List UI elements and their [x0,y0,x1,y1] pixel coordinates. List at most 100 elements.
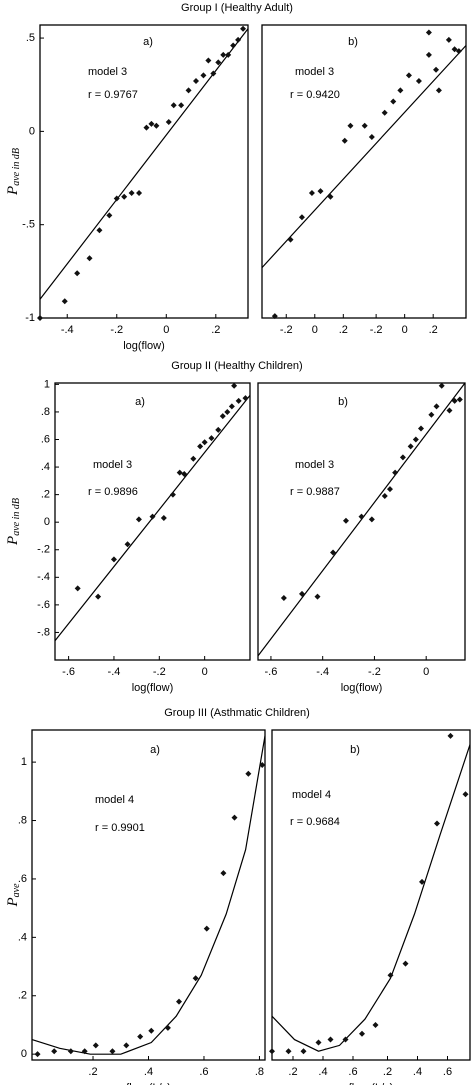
x-tick-label: .2 [429,324,438,336]
data-point [95,593,102,600]
data-point [361,122,368,129]
data-point [74,585,81,592]
x-tick-label: .4 [318,1066,327,1078]
panel-label: b) [350,744,360,756]
data-point [170,102,177,109]
fit-line [39,28,249,300]
y-tick-label: .2 [18,990,27,1002]
group-title: Group II (Healthy Children) [171,360,302,372]
fit-line [31,735,266,1055]
data-point [418,425,425,432]
data-point [405,72,412,79]
data-point [149,513,156,520]
data-point [137,1033,144,1040]
x-tick-label: .2 [288,1066,297,1078]
annotation: r = 0.9901 [95,822,145,834]
data-point [419,878,425,885]
y-tick-label: -.4 [37,571,50,583]
data-point [330,549,337,556]
data-point [148,1027,155,1034]
data-point [176,469,183,476]
data-point [368,133,375,140]
data-point [201,439,208,446]
data-point [110,556,117,563]
y-tick-label: 0 [21,1048,27,1060]
data-point [402,960,409,967]
x-tick-label: -.4 [108,666,121,678]
data-point [143,124,150,131]
data-point [451,46,458,53]
y-tick-label: 1 [44,378,50,390]
data-point [446,407,453,414]
data-point [215,426,222,433]
data-point [298,214,305,221]
data-point [392,469,399,476]
annotation: r = 0.9684 [290,816,340,828]
annotation: model 4 [292,789,331,801]
y-tick-label: -1 [25,312,35,324]
data-point [445,36,452,43]
data-point [181,470,188,477]
data-point [455,48,462,55]
data-point [165,119,172,126]
annotation: r = 0.9767 [88,89,138,101]
y-tick-label: 0 [44,516,50,528]
data-point [415,77,422,84]
x-tick-label: .2 [339,324,348,336]
data-point [192,975,199,982]
data-point [96,227,103,234]
data-point [231,814,238,821]
data-point [317,188,324,195]
y-axis-label-subscript: ave in dB [11,498,22,536]
data-point [86,255,93,262]
plot-frame [271,729,471,1061]
y-tick-label: -.6 [37,599,50,611]
y-tick-label: .5 [26,32,35,44]
data-point [372,1021,379,1028]
data-point [34,1051,41,1058]
x-tick-label: 0 [402,324,408,336]
x-tick-label: 0 [312,324,318,336]
data-point [327,1036,334,1043]
data-point [381,493,388,500]
data-point [433,66,440,73]
data-point [185,87,192,94]
panel-label: b) [348,36,358,48]
x-tick-label: -.2 [280,324,293,336]
y-tick-label: .6 [41,433,50,445]
annotation: model 4 [95,794,134,806]
plot-frame [39,24,249,319]
data-point [169,491,176,498]
x-tick-label: 0 [163,324,169,336]
data-point [164,1024,171,1031]
data-point [438,382,445,389]
y-axis-label-subscript: ave [11,883,22,897]
x-tick-label: -.6 [265,666,278,678]
y-tick-label: .6 [18,873,27,885]
data-point [81,1048,88,1055]
data-point [210,70,217,77]
data-point [245,770,252,777]
data-point [176,998,183,1005]
data-point [225,51,232,58]
y-axis-label: Pave in dB [5,498,22,546]
data-point [327,193,334,200]
x-tick-label: .4 [144,1066,153,1078]
data-point [121,193,128,200]
x-tick-label: .8 [255,1066,264,1078]
data-point [148,120,155,127]
data-point [205,57,212,64]
x-tick-label: -.4 [61,324,74,336]
x-tick-label: 0 [423,666,429,678]
x-tick-label: .4 [413,1066,422,1078]
x-tick-label: .6 [443,1066,452,1078]
data-point [358,513,365,520]
y-tick-label: .8 [41,406,50,418]
annotation: model 3 [88,66,127,78]
data-point [51,1048,58,1055]
data-point [92,1042,99,1049]
data-point [342,1036,349,1043]
data-point [347,122,354,129]
x-tick-label: .6 [348,1066,357,1078]
